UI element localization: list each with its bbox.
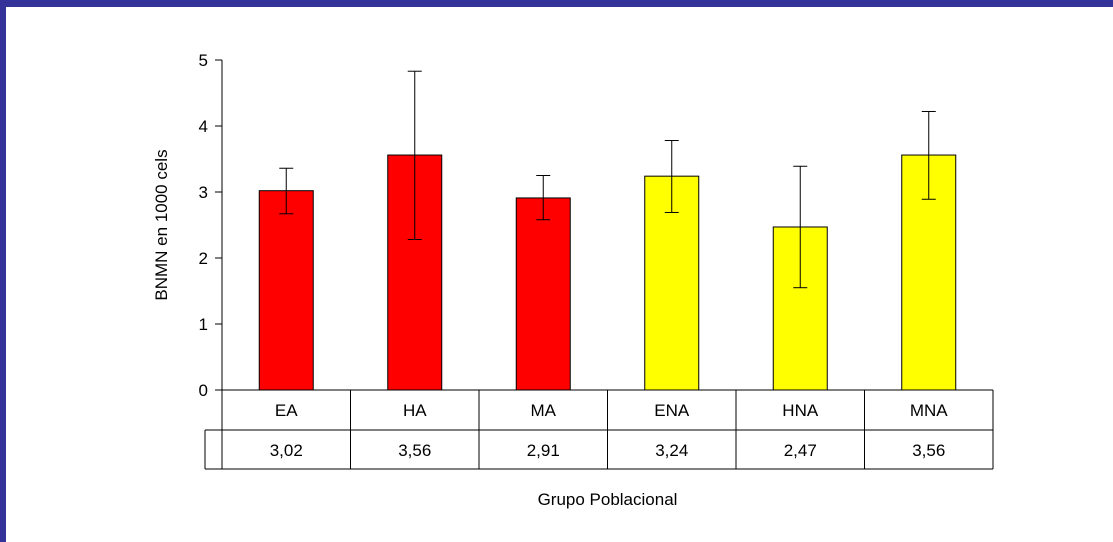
y-tick-label: 2: [199, 249, 208, 268]
data-value-label: 2,91: [527, 441, 560, 460]
data-value-label: 3,56: [912, 441, 945, 460]
data-value-label: 2,47: [784, 441, 817, 460]
x-category-label: EA: [275, 401, 298, 420]
frame-top-border: [0, 0, 1113, 7]
y-tick-label: 5: [199, 51, 208, 70]
x-axis-title: Grupo Poblacional: [538, 490, 678, 509]
x-category-label: HA: [403, 401, 427, 420]
y-tick-label: 4: [199, 117, 208, 136]
y-axis-title: BNMN en 1000 cels: [152, 149, 171, 300]
y-tick-label: 0: [199, 381, 208, 400]
bar: [258, 190, 314, 391]
y-tick-label: 1: [199, 315, 208, 334]
x-category-label: MNA: [910, 401, 948, 420]
data-value-label: 3,56: [398, 441, 431, 460]
x-category-label: HNA: [782, 401, 819, 420]
frame-left-border: [0, 0, 6, 542]
data-value-label: 3,02: [270, 441, 303, 460]
bar: [644, 175, 700, 391]
x-category-label: ENA: [654, 401, 690, 420]
bar: [515, 197, 571, 391]
y-tick-label: 3: [199, 183, 208, 202]
data-value-label: 3,24: [655, 441, 688, 460]
x-category-label: MA: [531, 401, 557, 420]
